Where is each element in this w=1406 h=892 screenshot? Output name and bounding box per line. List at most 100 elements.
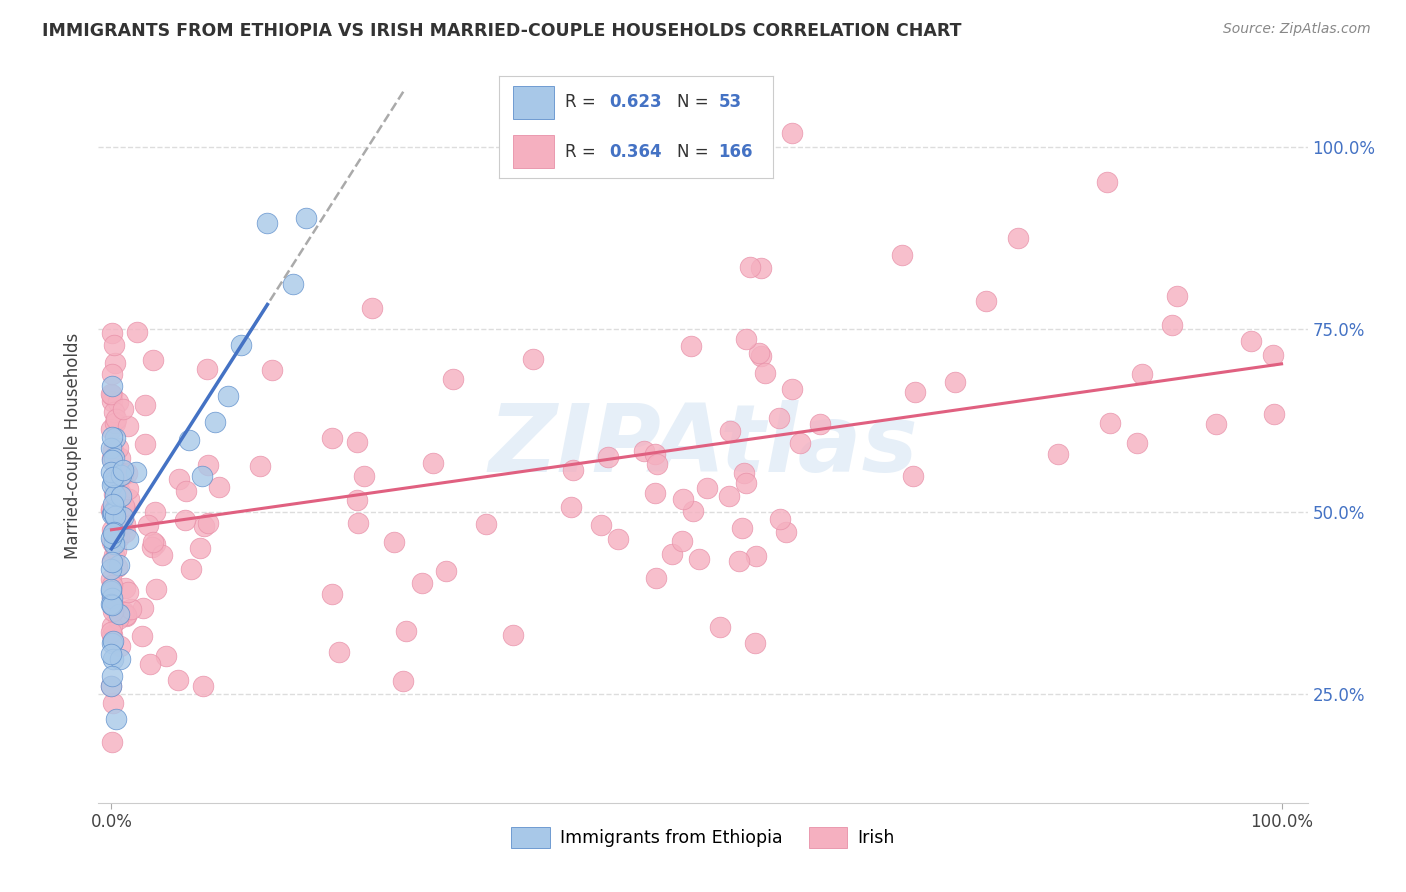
- Point: [101, 635, 124, 649]
- Text: N =: N =: [678, 143, 714, 161]
- Point: [145, 582, 167, 597]
- Point: [1007, 231, 1029, 245]
- Point: [1126, 435, 1149, 450]
- Point: [808, 417, 831, 431]
- Point: [768, 410, 790, 425]
- Point: [394, 624, 416, 639]
- Point: [101, 535, 124, 549]
- Point: [749, 349, 772, 363]
- Point: [115, 466, 138, 480]
- Point: [103, 549, 125, 563]
- Point: [217, 389, 239, 403]
- Text: R =: R =: [565, 94, 600, 112]
- Point: [100, 647, 122, 661]
- Point: [117, 482, 139, 496]
- Point: [180, 562, 202, 576]
- Point: [104, 466, 127, 480]
- Point: [117, 419, 139, 434]
- Point: [103, 443, 125, 458]
- Point: [110, 489, 132, 503]
- Point: [111, 510, 134, 524]
- Point: [733, 467, 755, 481]
- Point: [103, 601, 125, 615]
- Point: [103, 486, 125, 500]
- Point: [100, 625, 122, 640]
- Text: IMMIGRANTS FROM ETHIOPIA VS IRISH MARRIED-COUPLE HOUSEHOLDS CORRELATION CHART: IMMIGRANTS FROM ETHIOPIA VS IRISH MARRIE…: [42, 22, 962, 40]
- Point: [100, 679, 122, 693]
- Point: [560, 500, 582, 514]
- Point: [295, 211, 318, 225]
- Point: [100, 465, 122, 479]
- Point: [107, 441, 129, 455]
- Point: [103, 633, 125, 648]
- Point: [103, 450, 125, 465]
- Point: [138, 517, 160, 532]
- Point: [321, 431, 343, 445]
- Point: [103, 355, 125, 369]
- Point: [100, 387, 122, 401]
- Point: [120, 602, 142, 616]
- Point: [118, 492, 141, 507]
- Point: [143, 505, 166, 519]
- Point: [101, 523, 124, 537]
- Bar: [513, 87, 554, 119]
- Point: [346, 492, 368, 507]
- Point: [522, 352, 544, 367]
- Point: [114, 524, 136, 539]
- Text: ZIPAtlas: ZIPAtlas: [488, 400, 918, 492]
- Point: [197, 516, 219, 530]
- Point: [101, 526, 124, 541]
- Point: [139, 657, 162, 672]
- Point: [744, 549, 766, 563]
- Point: [633, 444, 655, 458]
- Point: [231, 338, 253, 352]
- Point: [782, 126, 804, 140]
- Point: [346, 435, 368, 450]
- Point: [353, 469, 375, 483]
- Point: [204, 416, 226, 430]
- Point: [125, 325, 148, 339]
- Point: [321, 587, 343, 601]
- Point: [112, 499, 135, 513]
- Point: [132, 600, 155, 615]
- Point: [105, 560, 128, 574]
- Bar: [513, 136, 554, 168]
- Point: [100, 531, 122, 545]
- Point: [644, 571, 666, 585]
- Point: [422, 456, 444, 470]
- Point: [606, 532, 628, 546]
- Point: [738, 260, 761, 274]
- Point: [108, 530, 131, 544]
- Point: [974, 293, 997, 308]
- Point: [100, 583, 122, 598]
- Point: [644, 486, 666, 500]
- Point: [328, 645, 350, 659]
- Text: Source: ZipAtlas.com: Source: ZipAtlas.com: [1223, 22, 1371, 37]
- Point: [1205, 417, 1227, 432]
- Point: [134, 437, 156, 451]
- Point: [104, 487, 127, 501]
- Point: [748, 346, 770, 360]
- Point: [717, 489, 740, 503]
- Point: [112, 605, 135, 619]
- Point: [103, 502, 125, 516]
- Point: [155, 648, 177, 663]
- Point: [696, 482, 718, 496]
- Point: [474, 516, 496, 531]
- Point: [103, 405, 125, 419]
- Point: [117, 585, 139, 599]
- Point: [103, 534, 125, 549]
- Point: [107, 558, 129, 573]
- Y-axis label: Married-couple Households: Married-couple Households: [65, 333, 83, 559]
- Point: [1263, 407, 1285, 421]
- Point: [150, 548, 173, 562]
- Point: [100, 679, 122, 693]
- Point: [735, 475, 758, 490]
- Point: [411, 576, 433, 591]
- Point: [943, 375, 966, 389]
- Point: [100, 503, 122, 517]
- Point: [208, 480, 231, 494]
- Point: [141, 540, 163, 554]
- Point: [195, 362, 218, 376]
- Text: 53: 53: [718, 94, 741, 112]
